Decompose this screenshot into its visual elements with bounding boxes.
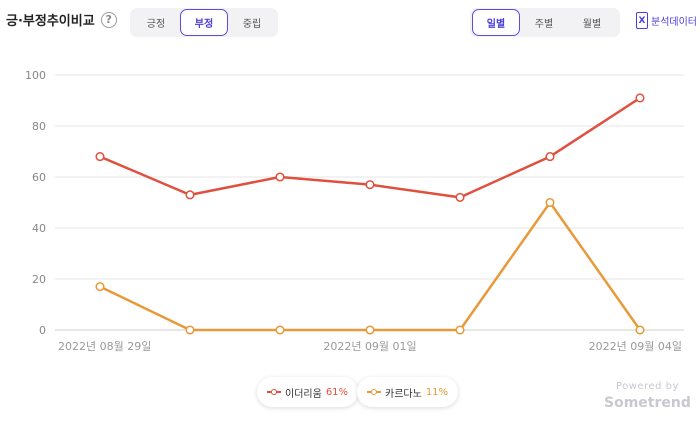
tab-weekly[interactable]: 주별 [534,19,554,30]
data-point [275,325,285,335]
y-tick-label: 20 [32,273,46,286]
y-tick-label: 60 [32,171,46,184]
legend-percent-cardano: 11% [425,386,449,398]
y-tick-label: 80 [32,120,46,133]
x-tick-label: 2022년 09월 04일 [589,339,682,353]
tab-negative[interactable]: 부정 [180,9,228,36]
help-icon[interactable]: ? [100,11,117,28]
period-toggle: 일별 주별 월별 [470,8,620,37]
legend-label-cardano: 카르다노 [385,388,422,400]
y-tick-label: 40 [32,222,46,235]
excel-icon: X [636,12,648,29]
data-point [365,325,375,335]
data-point [185,325,195,335]
data-point [185,190,195,200]
data-point [455,325,465,335]
chart-title-text: 긍·부정추이비교 [6,14,95,29]
data-point [275,172,285,182]
data-point [95,152,105,162]
tab-monthly[interactable]: 월별 [582,19,602,30]
legend-marker-cardano [367,388,381,396]
data-point [455,192,465,202]
tab-neutral[interactable]: 중립 [242,19,262,30]
series-line [99,201,642,332]
y-tick-label: 100 [25,69,46,82]
data-point [635,93,645,103]
x-tick-label: 2022년 09월 01일 [323,339,416,353]
sometrend-logo-text: Sometrend [604,395,691,411]
data-point [545,197,555,208]
powered-by-text: Powered by [615,381,679,392]
powered-by-logo: Powered by Sometrend [604,381,691,411]
legend-marker-ethereum [267,388,281,396]
legend-percent-ethereum: 61% [325,386,349,398]
legend-item-cardano[interactable]: 카르다노 11% [357,377,459,407]
export-data-button[interactable]: X 분석데이터 [636,12,697,29]
export-data-label: 분석데이터 [651,17,697,28]
x-tick-label: 2022년 08월 29일 [58,339,151,353]
data-point [635,325,645,335]
tab-positive[interactable]: 긍정 [146,19,166,30]
chart-title: 긍·부정추이비교 ? [6,10,117,29]
data-point [365,180,375,190]
data-point [95,282,105,292]
legend-item-ethereum[interactable]: 이더리움 61% [257,377,359,407]
tab-daily[interactable]: 일별 [472,9,520,36]
sentiment-toggle: 긍정 부정 중립 [130,8,278,37]
legend-label-ethereum: 이더리움 [285,388,322,400]
data-point [545,152,555,162]
y-tick-label: 0 [39,324,46,337]
